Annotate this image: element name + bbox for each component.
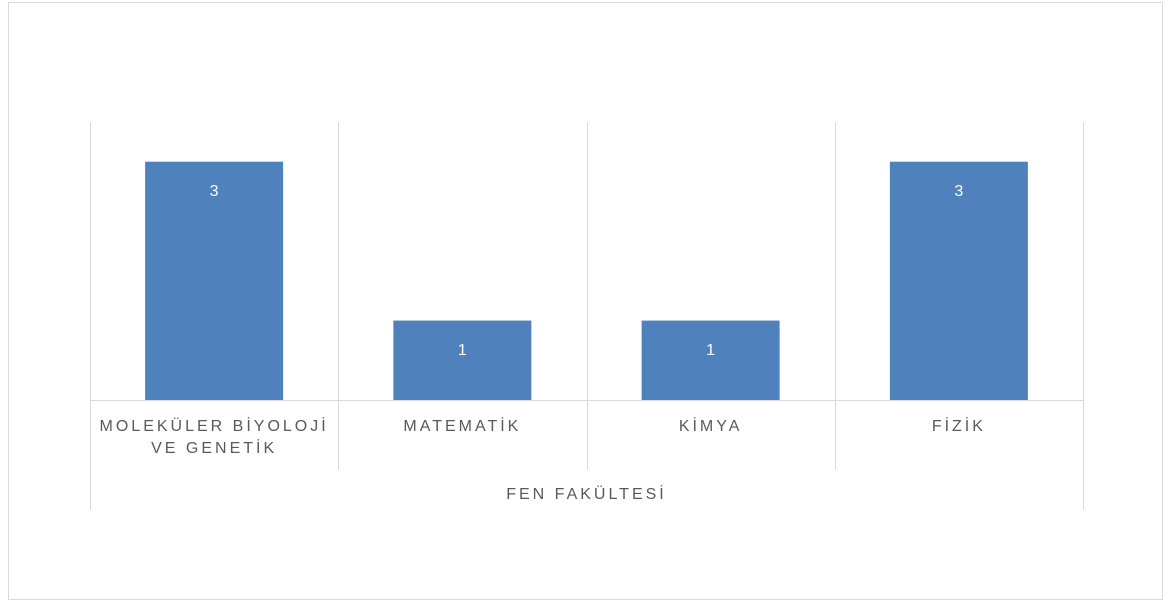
group-label: FEN FAKÜLTESİ [506,486,667,503]
bar [641,320,780,400]
data-label: 1 [706,342,715,359]
bar [145,161,284,400]
x-tick-label: FİZİK [931,418,986,435]
x-tick-label: MATEMATİK [403,418,522,435]
data-label: 3 [210,183,219,200]
bar [889,161,1028,400]
x-tick-label: KİMYA [678,418,743,435]
bar [393,320,532,400]
data-label: 3 [954,183,963,200]
x-tick-label: MOLEKÜLER BİYOLOJİ VE GENETİK [99,418,329,457]
data-label: 1 [458,342,467,359]
